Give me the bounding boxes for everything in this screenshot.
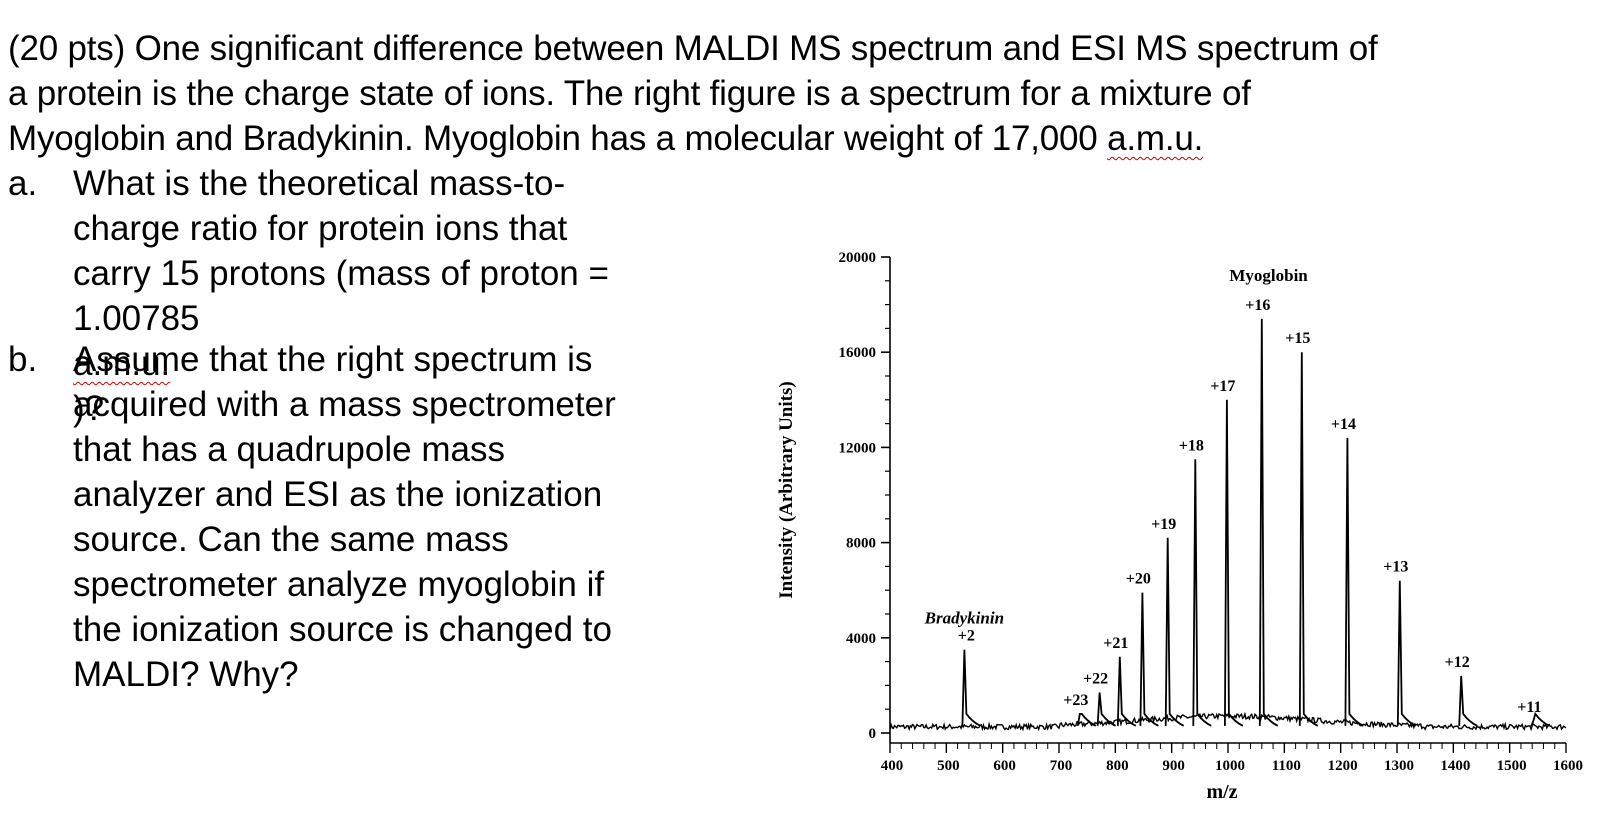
- spectrum-peak: [961, 649, 981, 727]
- intro-line: a protein is the charge state of ions. T…: [8, 74, 1251, 113]
- spectrum-peak: [1076, 712, 1097, 727]
- spectrum-peak: [1139, 592, 1159, 727]
- peak-charge-label: +16: [1245, 297, 1270, 314]
- spectrum-peak: [1192, 459, 1212, 727]
- part-a-line: carry 15 protons (mass of proton =: [73, 254, 609, 293]
- spectrum-peak: [1164, 537, 1185, 727]
- spectrum-peak: [1096, 692, 1117, 727]
- spectrum-peak: [1298, 352, 1319, 727]
- part-a-suffix: )?: [73, 389, 105, 428]
- x-tick-label: 1300: [1384, 758, 1414, 774]
- x-tick-label: 1100: [1272, 758, 1301, 774]
- spectrum-baseline: [889, 711, 1567, 732]
- part-b-line: source. Can the same mass: [73, 520, 509, 559]
- peak-annotation: Myoglobin: [1229, 266, 1308, 285]
- peak-charge-label: +23: [1063, 692, 1088, 709]
- spectrum-peak: [1224, 399, 1244, 727]
- y-axis-label: Intensity (Arbitrary Units): [776, 381, 797, 598]
- part-b-line: spectrometer analyze myoglobin if: [73, 565, 605, 604]
- peak-charge-label: +12: [1445, 654, 1470, 671]
- x-tick-label: 400: [881, 758, 904, 774]
- intro-line: (20 pts) One significant difference betw…: [8, 29, 1378, 68]
- x-tick-label: 800: [1106, 758, 1129, 774]
- part-b-line: acquired with a mass spectrometer: [73, 385, 616, 424]
- y-tick-label: 0: [869, 726, 877, 742]
- x-tick-label: 1600: [1553, 758, 1583, 774]
- peak-charge-label: +14: [1331, 416, 1356, 433]
- peak-charge-label: +2: [958, 628, 975, 645]
- question-intro: (20 pts) One significant difference betw…: [8, 26, 1608, 161]
- peak-charge-label: +22: [1083, 671, 1108, 688]
- spectrum-peak: [1530, 711, 1550, 727]
- y-tick-label: 12000: [839, 440, 877, 456]
- part-b-line: that has a quadrupole mass: [73, 430, 505, 469]
- y-tick-label: 20000: [839, 250, 877, 266]
- x-tick-label: 600: [993, 758, 1016, 774]
- x-tick-label: 1200: [1328, 758, 1358, 774]
- spectrum-peak: [1116, 656, 1137, 727]
- x-tick-label: 1500: [1497, 758, 1527, 774]
- y-tick-label: 4000: [846, 631, 876, 647]
- intro-line-text: Myoglobin and Bradykinin. Myoglobin has …: [8, 119, 1108, 158]
- x-tick-label: 500: [937, 758, 960, 774]
- part-a-line: charge ratio for protein ions that: [73, 209, 568, 248]
- part-b-line: analyzer and ESI as the ionization: [73, 475, 603, 514]
- peak-charge-label: +19: [1151, 516, 1176, 533]
- part-a-number: 1.00785: [73, 299, 200, 338]
- part-a-line: What is the theoretical mass-to-: [73, 164, 566, 203]
- peak-charge-label: +21: [1103, 635, 1128, 652]
- peak-charge-label: +15: [1285, 330, 1310, 347]
- y-tick-label: 16000: [839, 345, 877, 361]
- spectrum-peak: [1344, 437, 1364, 727]
- spectrum-peak: [1396, 580, 1417, 727]
- y-tick-label: 8000: [846, 536, 876, 552]
- x-axis-label: m/z: [1206, 781, 1237, 803]
- peak-charge-label: +13: [1383, 559, 1408, 576]
- peak-annotation: Bradykinin: [924, 609, 1004, 628]
- intro-line: Myoglobin and Bradykinin. Myoglobin has …: [8, 116, 1608, 161]
- part-a-line: 1.00785 a.m.u.)?: [73, 296, 713, 431]
- peak-charge-label: +18: [1179, 437, 1204, 454]
- part-a-marker: a.: [8, 164, 38, 203]
- part-b-line: Assume that the right spectrum is: [73, 340, 593, 379]
- unit-text: a.m.u.: [1107, 119, 1204, 158]
- x-tick-label: 1400: [1440, 758, 1470, 774]
- spectrum-peak: [1458, 675, 1478, 727]
- x-tick-label: 900: [1162, 758, 1185, 774]
- part-b-line: the ionization source is changed to: [73, 610, 612, 649]
- unit-text: a.m.u.: [73, 344, 171, 383]
- peak-charge-label: +11: [1517, 699, 1541, 716]
- part-b-marker: b.: [8, 340, 38, 379]
- part-b-text: Assume that the right spectrum is acquir…: [73, 337, 713, 697]
- part-a-text: What is the theoretical mass-to- charge …: [73, 161, 713, 431]
- peak-charge-label: +20: [1126, 571, 1151, 588]
- x-tick-label: 700: [1050, 758, 1073, 774]
- x-tick-label: 1000: [1215, 758, 1245, 774]
- part-b-line: MALDI? Why?: [73, 655, 299, 694]
- peak-charge-label: +17: [1210, 378, 1235, 395]
- spectrum-peak: [1258, 318, 1279, 727]
